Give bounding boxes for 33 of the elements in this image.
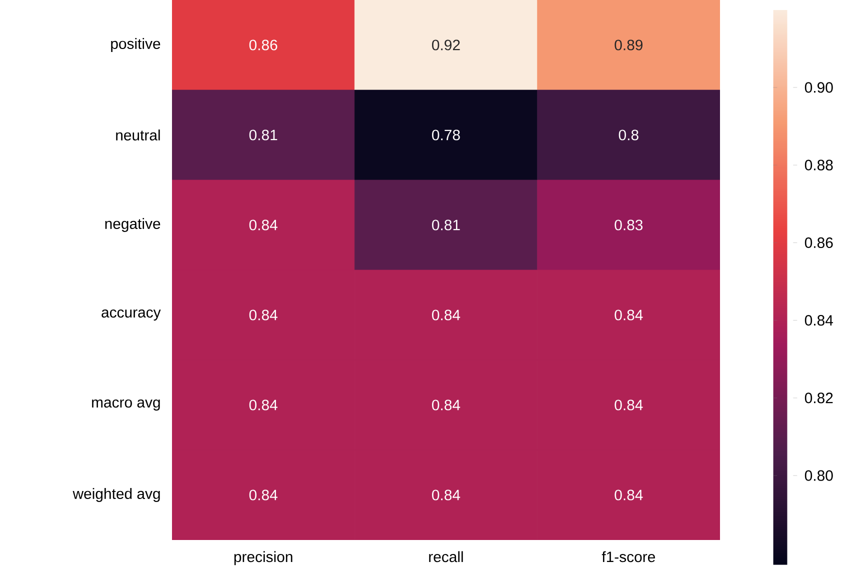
x-tick-label: recall [429,551,463,562]
color-bar-label: 0.80 [804,470,833,481]
data-label: 0.92 [432,40,460,50]
color-bar-label: 0.88 [804,160,833,170]
data-label: 0.84 [432,400,460,410]
data-label: 0.81 [432,220,460,230]
data-label: 0.84 [614,310,643,320]
y-tick-label: neutral [116,130,160,140]
color-bar-label: 0.86 [804,237,833,248]
data-label: 0.84 [432,310,460,320]
data-label: 0.83 [614,220,643,230]
y-tick-label: macro avg [92,399,160,411]
color-bar-label: 0.84 [804,315,833,326]
y-tick-label: negative [105,218,160,232]
data-label: 0.84 [249,400,278,410]
y-tick-label: positive [111,38,160,52]
data-label: 0.84 [249,220,278,230]
y-tick-label: accuracy [102,309,161,321]
data-label: 0.81 [249,130,278,140]
x-tick-label: precision [234,551,292,566]
data-label: 0.84 [614,400,643,410]
data-label: 0.8 [618,130,638,140]
color-bar-label: 0.90 [804,82,833,93]
y-tick-label: weighted avg [72,488,160,502]
data-label: 0.84 [249,310,278,320]
color-bar-label: 0.82 [804,392,833,404]
data-label: 0.84 [249,490,278,500]
data-label: 0.84 [432,490,460,500]
x-tick-label: f1-score [602,551,655,562]
data-label: 0.84 [614,490,643,500]
data-label: 0.86 [249,40,278,50]
data-label: 0.89 [614,40,642,50]
data-label: 0.78 [432,130,460,140]
